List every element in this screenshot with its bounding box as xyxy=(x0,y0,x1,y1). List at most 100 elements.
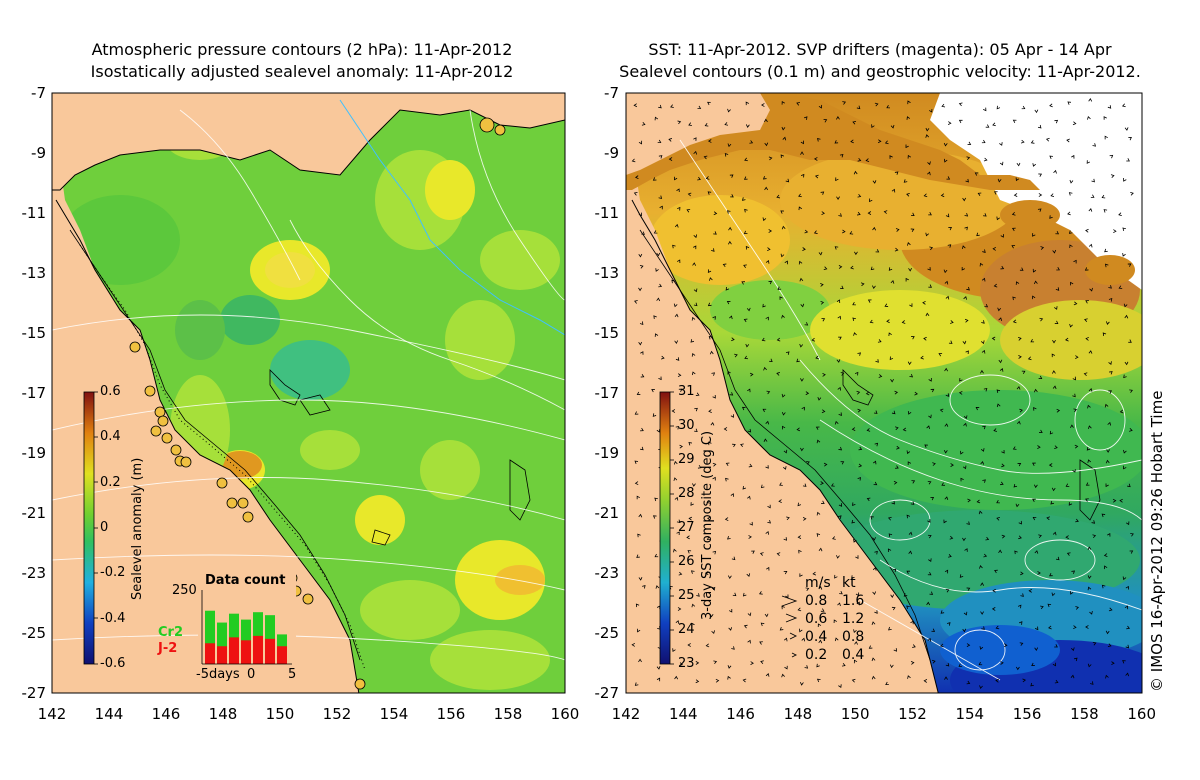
velocity-arrow xyxy=(982,479,986,483)
velocity-arrow xyxy=(742,678,747,683)
velocity-arrow xyxy=(1123,374,1127,379)
velocity-arrow xyxy=(1087,115,1091,120)
velocity-arrow xyxy=(889,155,893,159)
velocity-arrow xyxy=(768,280,773,285)
velocity-arrow xyxy=(1037,208,1042,212)
velocity-arrow xyxy=(703,155,708,160)
velocity-arrow xyxy=(1124,127,1129,131)
velocity-arrow xyxy=(799,343,804,348)
velocity-arrow xyxy=(1130,533,1134,537)
velocity-legend-kt-2: 0.8 xyxy=(842,629,865,645)
velocity-arrow xyxy=(706,500,711,504)
velocity-arrow xyxy=(874,442,879,447)
velocity-arrow xyxy=(730,194,734,198)
velocity-arrow xyxy=(725,477,729,482)
velocity-arrow xyxy=(852,301,856,306)
velocity-arrow xyxy=(1087,663,1092,668)
velocity-arrow xyxy=(693,234,698,239)
velocity-arrow xyxy=(695,661,700,665)
left-title-line2: Isostatically adjusted sealevel anomaly:… xyxy=(90,62,514,81)
velocity-arrow xyxy=(673,548,677,553)
velocity-arrow xyxy=(1073,625,1077,630)
velocity-arrow xyxy=(746,573,751,577)
velocity-arrow xyxy=(923,336,927,341)
velocity-arrow xyxy=(741,406,746,411)
velocity-arrow xyxy=(711,586,716,591)
left-map-frame xyxy=(51,92,566,694)
velocity-arrow xyxy=(929,108,933,113)
velocity-arrow xyxy=(1032,462,1036,466)
velocity-arrow xyxy=(1088,388,1093,392)
velocity-arrow xyxy=(945,589,950,593)
velocity-arrow xyxy=(958,119,963,124)
velocity-arrow xyxy=(797,607,802,612)
velocity-arrow xyxy=(1066,138,1070,143)
velocity-arrow xyxy=(932,659,936,664)
velocity-arrow xyxy=(693,137,697,141)
velocity-arrow xyxy=(1083,372,1088,377)
inset-ymax-label: 250 xyxy=(172,583,197,598)
velocity-arrow xyxy=(891,606,896,611)
right-colorbar-tick: 30 xyxy=(678,418,695,433)
velocity-arrow xyxy=(1033,280,1038,285)
velocity-arrow xyxy=(856,601,860,606)
velocity-arrow xyxy=(1087,425,1092,429)
velocity-arrow xyxy=(675,620,680,624)
velocity-arrow xyxy=(786,516,790,521)
velocity-arrow xyxy=(865,158,870,163)
velocity-arrow xyxy=(670,104,674,108)
velocity-arrow xyxy=(674,223,679,228)
inset-xtick-end: 5 xyxy=(288,667,297,682)
velocity-arrow xyxy=(814,174,819,179)
velocity-arrow xyxy=(748,535,752,539)
velocity-arrow xyxy=(889,664,894,669)
velocity-arrow xyxy=(1039,317,1044,322)
velocity-arrow xyxy=(837,602,841,607)
velocity-arrow xyxy=(796,102,800,106)
velocity-arrow xyxy=(727,143,732,148)
velocity-arrow xyxy=(1107,421,1112,426)
velocity-arrow xyxy=(707,302,712,307)
velocity-arrow xyxy=(1090,194,1095,198)
velocity-arrow xyxy=(704,123,709,127)
velocity-arrow xyxy=(1054,445,1058,450)
velocity-arrow xyxy=(1038,193,1043,197)
velocity-arrow xyxy=(724,122,729,126)
velocity-arrow xyxy=(748,463,753,468)
velocity-arrow xyxy=(963,422,967,427)
velocity-arrow xyxy=(909,373,914,378)
velocity-arrow xyxy=(803,116,808,120)
velocity-arrow xyxy=(781,314,785,319)
velocity-arrow xyxy=(1103,553,1108,558)
velocity-arrow xyxy=(947,121,952,125)
velocity-arrow xyxy=(836,299,841,304)
velocity-arrow xyxy=(1021,105,1026,110)
velocity-arrow xyxy=(705,643,710,648)
velocity-arrow xyxy=(799,573,803,578)
velocity-arrow xyxy=(944,280,949,285)
velocity-arrow xyxy=(635,603,640,608)
velocity-arrow xyxy=(883,210,888,214)
velocity-arrow xyxy=(692,262,696,266)
velocity-arrow xyxy=(1087,546,1092,551)
velocity-arrow xyxy=(677,373,682,378)
velocity-arrow xyxy=(729,315,733,320)
velocity-arrow xyxy=(856,390,861,395)
velocity-arrow xyxy=(651,389,655,393)
velocity-arrow xyxy=(852,317,856,322)
velocity-arrow xyxy=(636,495,640,500)
velocity-arrow xyxy=(1105,459,1110,464)
velocity-arrow xyxy=(983,107,987,112)
velocity-arrow xyxy=(889,356,894,361)
velocity-arrow xyxy=(927,481,932,485)
velocity-arrow xyxy=(696,593,700,597)
velocity-arrow xyxy=(726,210,731,214)
velocity-arrow xyxy=(1046,516,1050,521)
velocity-arrow xyxy=(636,391,641,395)
velocity-arrow xyxy=(661,355,665,360)
velocity-arrow xyxy=(730,493,735,497)
velocity-arrow xyxy=(996,403,1001,408)
velocity-arrow xyxy=(834,637,839,642)
velocity-arrow xyxy=(727,675,731,680)
